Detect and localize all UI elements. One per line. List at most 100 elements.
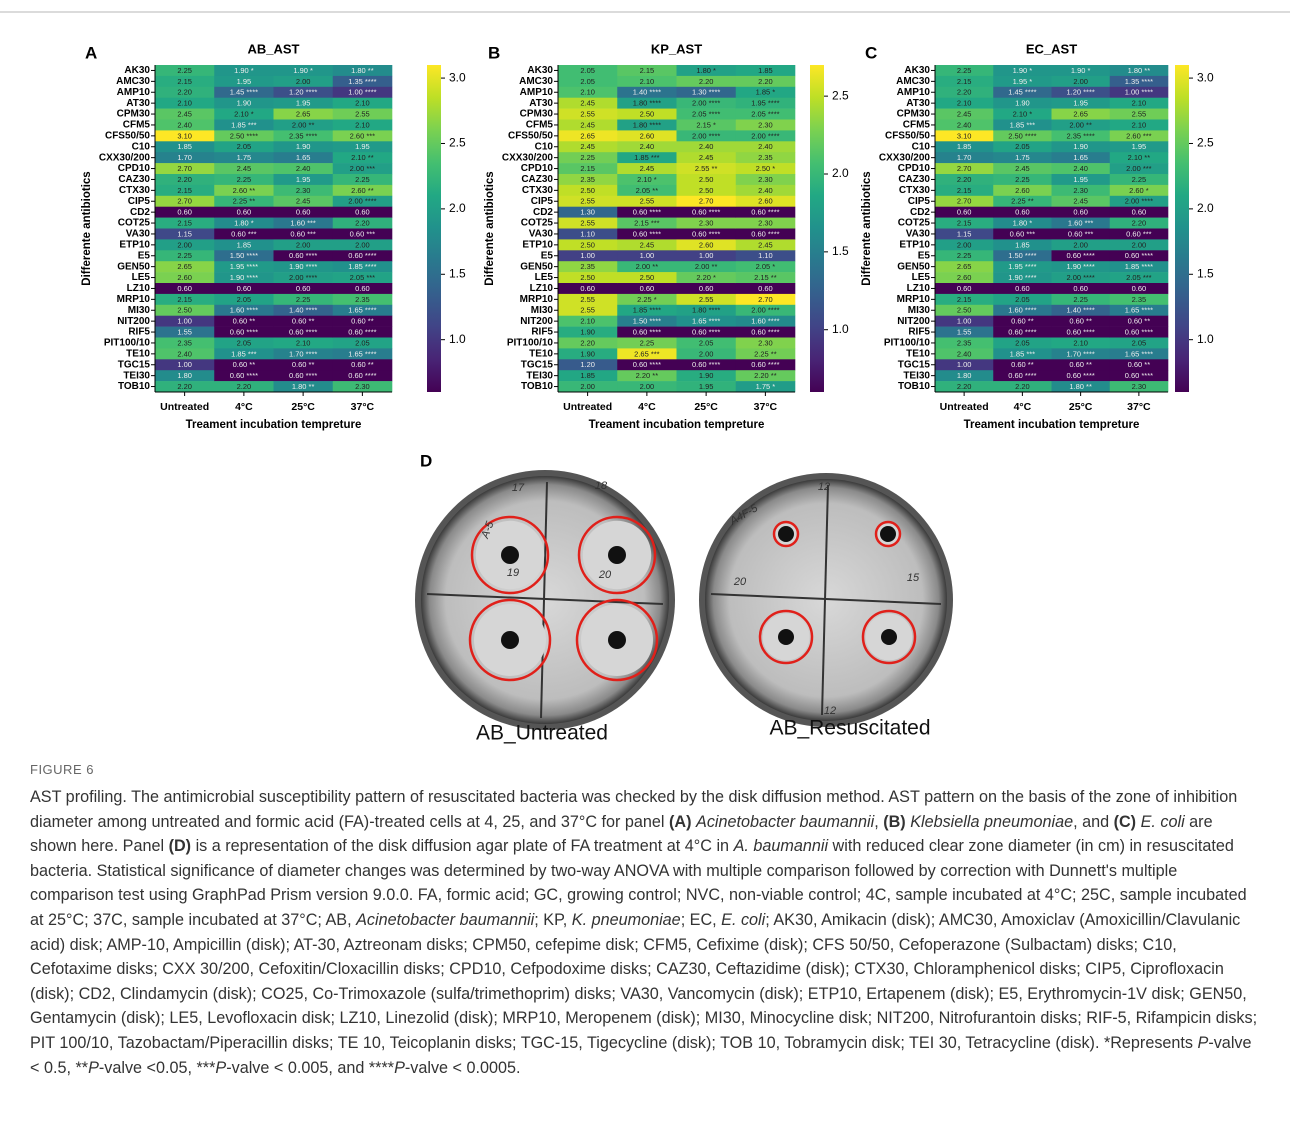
cell-label: 1.00 xyxy=(699,251,714,260)
row-label: MRP10 xyxy=(520,294,554,305)
cell-label: 1.80 * xyxy=(1013,219,1033,228)
cell-label: 0.60 ** xyxy=(1069,317,1092,326)
cell-label: 2.00 **** xyxy=(692,99,720,108)
cell-label: 2.05 xyxy=(580,66,595,75)
cell-label: 1.65 **** xyxy=(1125,306,1153,315)
cell-label: 1.80 * xyxy=(696,66,716,75)
row-label: NIT200 xyxy=(520,316,553,327)
cell-label: 1.90 xyxy=(1015,99,1030,108)
cell-label: 2.60 * xyxy=(1129,186,1149,195)
row-label: ETP10 xyxy=(899,239,930,250)
cell-label: 2.30 xyxy=(1073,186,1088,195)
cell-label: 0.60 xyxy=(296,208,311,217)
row-label: C10 xyxy=(535,141,554,152)
row-label: CFM5 xyxy=(526,120,554,131)
cell-label: 1.90 **** xyxy=(289,262,317,271)
cell-label: 2.10 xyxy=(1073,338,1088,347)
row-label: MRP10 xyxy=(897,294,931,305)
row-label: CAZ30 xyxy=(898,174,930,185)
row-label: RIF5 xyxy=(128,327,150,338)
cell-label: 0.60 xyxy=(296,284,311,293)
cell-label: 1.40 **** xyxy=(289,306,317,315)
cell-label: 2.05 xyxy=(1132,338,1147,347)
cell-label: 1.35 **** xyxy=(1125,77,1153,86)
caption-run: (A) xyxy=(669,813,691,831)
caption-run: (D) xyxy=(169,837,191,855)
cell-label: 2.05 **** xyxy=(751,110,779,119)
cell-label: 2.00 xyxy=(177,240,192,249)
cell-label: 2.55 xyxy=(355,110,370,119)
colorbar-tick-label: 1.5 xyxy=(1197,266,1214,280)
row-label: CPM30 xyxy=(897,109,931,120)
cell-label: 0.60 **** xyxy=(692,360,720,369)
cell-label: 2.20 ** xyxy=(636,371,659,380)
row-label: LZ10 xyxy=(530,283,554,294)
caption-run: P xyxy=(215,1059,226,1077)
cell-label: 1.00 **** xyxy=(1125,88,1153,97)
row-label: CTX30 xyxy=(119,185,151,196)
caption-run: (C) xyxy=(1114,813,1136,831)
cell-label: 0.60 **** xyxy=(1008,371,1036,380)
cell-label: 0.60 **** xyxy=(289,371,317,380)
cell-label: 2.25 xyxy=(296,295,311,304)
row-label: NIT200 xyxy=(117,316,150,327)
cell-label: 2.30 xyxy=(355,382,370,391)
plate-caption: AB_Untreated xyxy=(476,722,608,745)
cell-label: 1.20 xyxy=(580,360,595,369)
cell-label: 1.90 * xyxy=(293,66,313,75)
cell-label: 2.00 *** xyxy=(350,164,376,173)
cell-label: 0.60 **** xyxy=(289,251,317,260)
cell-label: 0.60 **** xyxy=(692,208,720,217)
cell-label: 2.00 **** xyxy=(1125,197,1153,206)
colorbar-tick-label: 2.5 xyxy=(1197,136,1214,150)
cell-label: 2.30 xyxy=(758,120,773,129)
row-label: TOB10 xyxy=(898,381,930,392)
cell-label: 1.80 ** xyxy=(351,66,374,75)
cell-label: 0.60 **** xyxy=(1066,328,1094,337)
caption-run: P xyxy=(88,1059,99,1077)
cell-label: 2.35 xyxy=(580,175,595,184)
colorbar-tick-label: 2.5 xyxy=(832,88,849,102)
cell-label: 1.90 * xyxy=(1013,66,1033,75)
cell-label: 2.10 * xyxy=(234,110,254,119)
cell-label: 2.40 xyxy=(758,142,773,151)
cell-label: 1.90 **** xyxy=(230,273,258,282)
cell-label: 2.20 xyxy=(957,88,972,97)
cell-label: 1.95 **** xyxy=(751,99,779,108)
row-label: CFS50/50 xyxy=(508,130,553,141)
plate-marking: 19 xyxy=(507,567,519,579)
row-label: GEN50 xyxy=(520,261,553,272)
cell-label: 2.00 xyxy=(1132,240,1147,249)
chart-title: KP_AST xyxy=(651,41,702,56)
column-label: 4°C xyxy=(235,401,253,413)
cell-label: 2.45 xyxy=(237,164,252,173)
cell-label: 2.45 xyxy=(1073,197,1088,206)
cell-label: 2.20 xyxy=(699,77,714,86)
row-label: COT25 xyxy=(898,218,931,229)
cell-label: 2.20 xyxy=(177,382,192,391)
cell-label: 0.60 ** xyxy=(1128,360,1151,369)
cell-label: 2.25 xyxy=(177,251,192,260)
colorbar xyxy=(427,65,441,392)
x-axis-title: Treament incubation tempreture xyxy=(589,419,765,431)
cell-label: 2.70 xyxy=(177,197,192,206)
cell-label: 1.65 xyxy=(296,153,311,162)
row-label: PIT100/10 xyxy=(104,338,151,349)
cell-label: 2.00 ** xyxy=(292,120,315,129)
cell-label: 2.35 **** xyxy=(289,131,317,140)
cell-label: 2.15 xyxy=(957,219,972,228)
cell-label: 0.60 ** xyxy=(233,360,256,369)
caption: AST profiling. The antimicrobial suscept… xyxy=(30,785,1262,1080)
caption-run: , and xyxy=(1073,813,1114,831)
cell-label: 2.00 **** xyxy=(692,131,720,140)
cell-label: 0.60 xyxy=(237,208,252,217)
cell-label: 0.60 xyxy=(758,284,773,293)
cell-label: 0.60 **** xyxy=(289,328,317,337)
colorbar-tick-label: 2.0 xyxy=(449,201,466,215)
cell-label: 2.50 * xyxy=(756,164,776,173)
cell-label: 2.20 xyxy=(580,338,595,347)
cell-label: 2.15 xyxy=(177,295,192,304)
row-label: ETP10 xyxy=(119,239,150,250)
caption-run: Acinetobacter baumannii xyxy=(696,813,874,831)
row-label: TGC15 xyxy=(898,359,931,370)
